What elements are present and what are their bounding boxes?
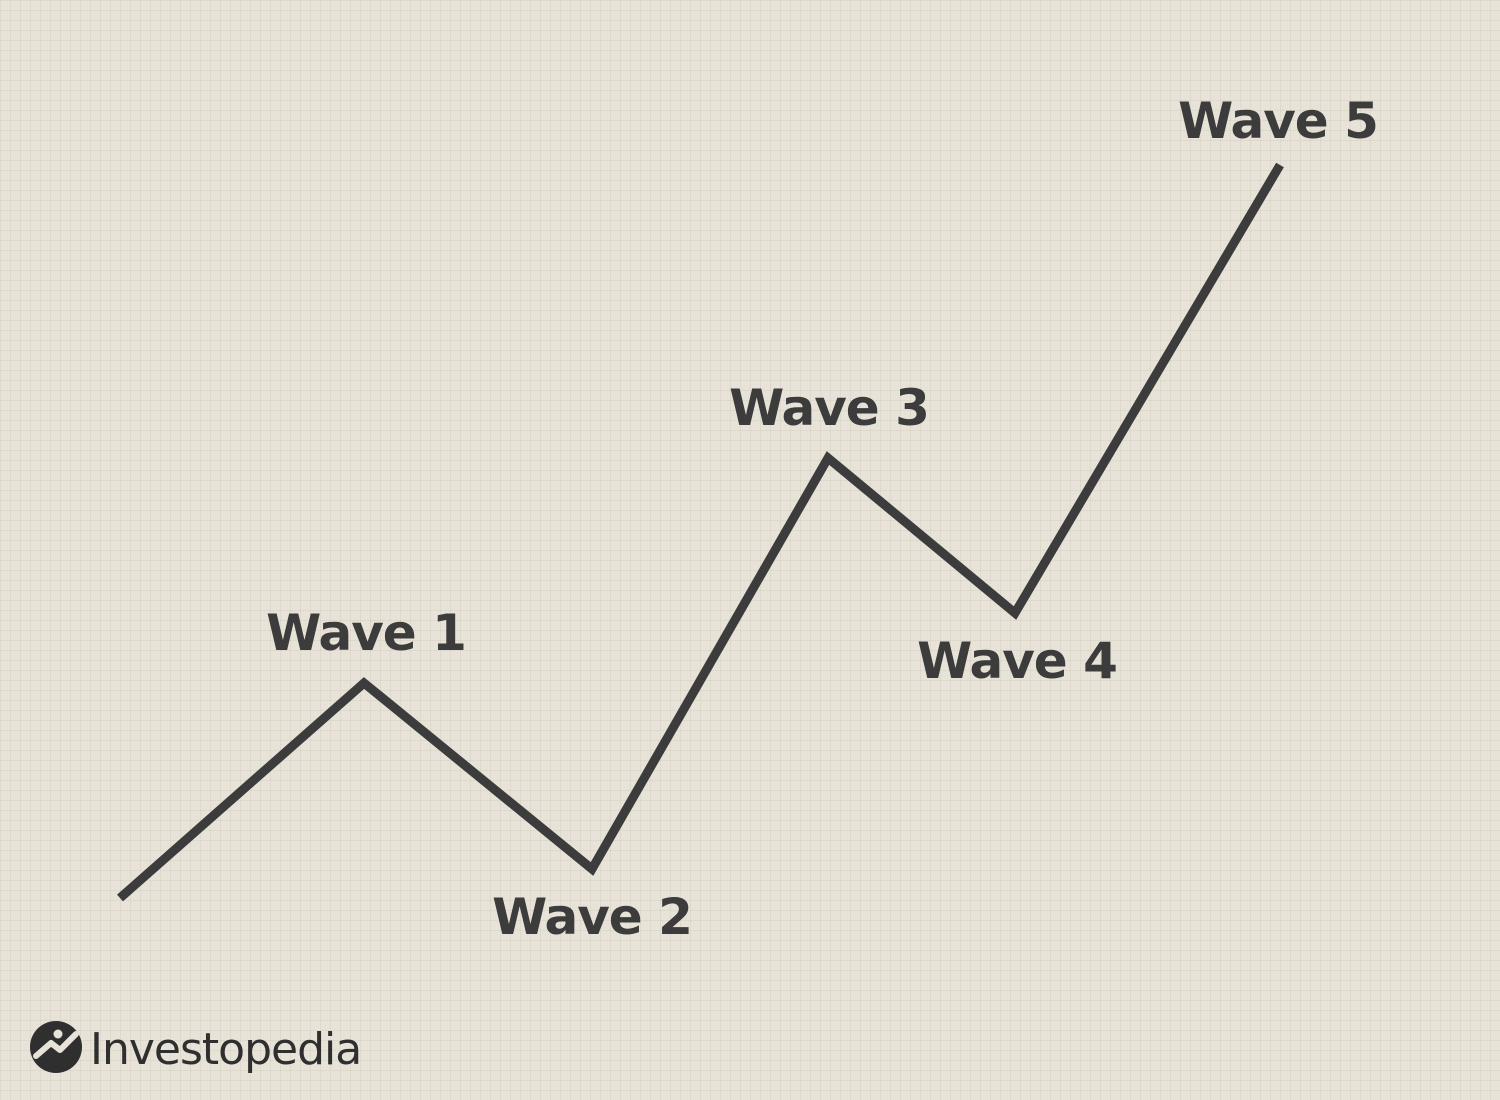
logo-wordmark: Investopedia: [90, 1024, 361, 1075]
wave-2-label: Wave 2: [492, 888, 692, 946]
investopedia-logo: Investopedia: [30, 1021, 362, 1075]
wave-3-label: Wave 3: [729, 379, 929, 437]
wave-4-label: Wave 4: [917, 632, 1117, 690]
wave-5-label: Wave 5: [1178, 92, 1378, 150]
investopedia-logo-icon: [30, 1021, 82, 1073]
wave-1-label: Wave 1: [266, 604, 466, 662]
wave-line: [117, 162, 1284, 902]
